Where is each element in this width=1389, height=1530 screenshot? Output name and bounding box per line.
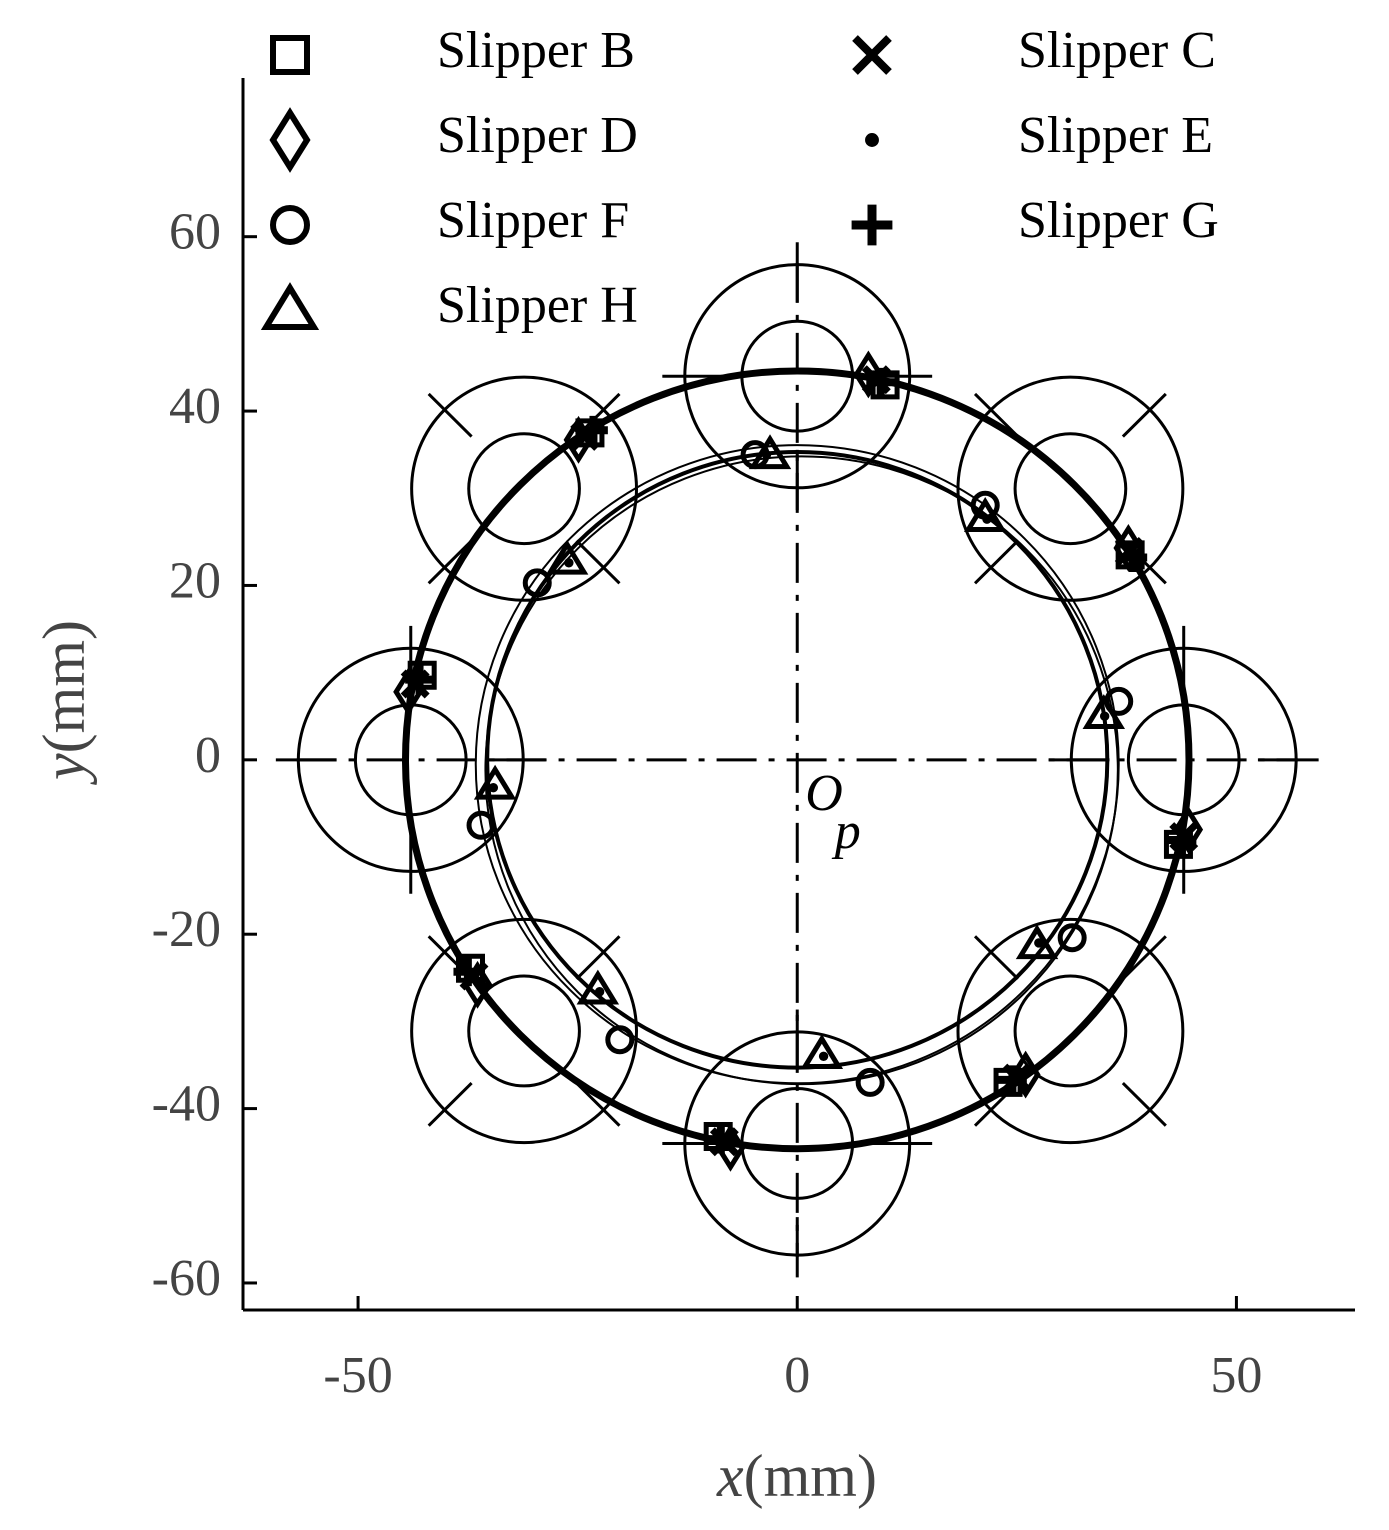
marker bbox=[1113, 524, 1144, 572]
marker bbox=[1010, 1050, 1041, 1099]
marker bbox=[488, 783, 499, 793]
y-tick-label: -40 bbox=[152, 1076, 221, 1133]
x-tick-label: 0 bbox=[784, 1347, 810, 1404]
marker bbox=[1082, 694, 1126, 729]
marker bbox=[522, 568, 552, 598]
legend-marker bbox=[852, 35, 892, 75]
legend-label: Slipper D bbox=[437, 107, 638, 164]
bore-cross bbox=[575, 1082, 621, 1127]
bore-cross bbox=[973, 392, 1019, 438]
marker bbox=[594, 987, 605, 997]
x-symbol: x bbox=[716, 1443, 744, 1509]
bore-circle bbox=[1013, 432, 1128, 546]
legend-label: Slipper E bbox=[1018, 107, 1213, 164]
legend-label: Slipper F bbox=[437, 192, 629, 249]
marker bbox=[564, 558, 574, 568]
marker bbox=[740, 440, 770, 470]
bore-cross bbox=[427, 539, 473, 585]
marker bbox=[1118, 543, 1148, 572]
y-tick-label: 40 bbox=[169, 378, 221, 435]
x-tick-label: 50 bbox=[1210, 1347, 1262, 1404]
marker bbox=[706, 1124, 736, 1154]
legend-marker bbox=[269, 205, 311, 245]
y-tick-label: 0 bbox=[195, 727, 221, 784]
marker bbox=[998, 1065, 1027, 1095]
marker bbox=[453, 957, 483, 987]
x-unit: (mm) bbox=[744, 1443, 877, 1509]
bore-cross bbox=[973, 935, 1019, 980]
y-symbol: y bbox=[31, 753, 97, 786]
marker bbox=[853, 350, 884, 399]
marker bbox=[748, 434, 792, 470]
marker bbox=[405, 665, 434, 695]
bore-cross bbox=[1121, 935, 1167, 980]
origin-subscript: p bbox=[831, 803, 861, 860]
marker bbox=[818, 1051, 829, 1061]
legend-marker bbox=[270, 35, 310, 75]
bore-cross bbox=[1121, 1082, 1167, 1127]
marker bbox=[963, 497, 1007, 532]
bore-circle bbox=[467, 974, 581, 1088]
legend-label: Slipper H bbox=[437, 277, 638, 334]
marker bbox=[1167, 825, 1197, 855]
marker bbox=[800, 1034, 844, 1070]
marker bbox=[1015, 924, 1059, 960]
bore-cross bbox=[1121, 392, 1167, 438]
y-axis-label: y(mm) bbox=[31, 620, 97, 786]
y-tick-label: -60 bbox=[152, 1250, 221, 1307]
legend-marker bbox=[865, 133, 879, 147]
legend-label: Slipper B bbox=[437, 22, 635, 79]
y-tick-label: 20 bbox=[169, 552, 221, 609]
marker bbox=[1173, 805, 1204, 854]
legend-label: Slipper C bbox=[1018, 22, 1216, 79]
legend-marker bbox=[269, 107, 311, 173]
bore-circle bbox=[467, 432, 581, 546]
bore-circle bbox=[956, 917, 1185, 1145]
marker bbox=[473, 764, 517, 800]
marker bbox=[545, 539, 589, 575]
x-axis-label: x(mm) bbox=[716, 1443, 877, 1509]
bore-cross bbox=[973, 539, 1019, 585]
bore-cross bbox=[575, 539, 621, 585]
y-unit: (mm) bbox=[31, 620, 97, 753]
y-tick-label: 60 bbox=[169, 204, 221, 261]
marker bbox=[1057, 923, 1087, 953]
marker bbox=[866, 367, 896, 397]
bore-cross bbox=[427, 1082, 473, 1127]
legend-marker bbox=[260, 282, 320, 330]
marker bbox=[605, 1025, 635, 1055]
x-tick-label: -50 bbox=[323, 1347, 392, 1404]
bore-cross bbox=[427, 392, 473, 438]
bore-cross bbox=[575, 935, 621, 980]
trajectory bbox=[401, 367, 1193, 1153]
trajectory bbox=[474, 444, 1120, 1085]
marker bbox=[1099, 711, 1110, 721]
marker bbox=[855, 1067, 885, 1097]
legend-marker bbox=[851, 204, 893, 246]
trajectory bbox=[485, 450, 1110, 1070]
legend-label: Slipper G bbox=[1018, 192, 1219, 249]
y-tick-label: -20 bbox=[152, 901, 221, 958]
marker bbox=[466, 810, 496, 840]
marker bbox=[576, 969, 620, 1005]
marker bbox=[579, 415, 608, 445]
bore-circle bbox=[1013, 974, 1128, 1088]
origin-text: O bbox=[805, 765, 843, 822]
